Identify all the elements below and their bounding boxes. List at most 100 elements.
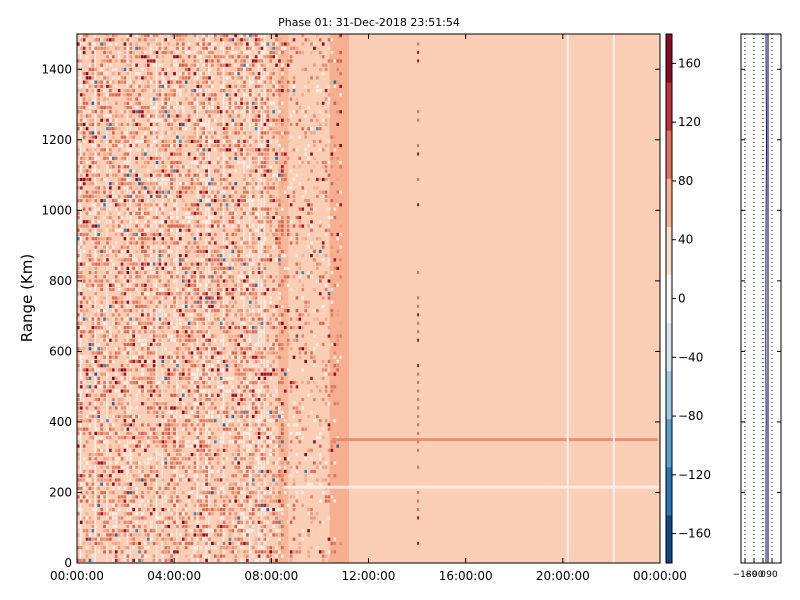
heatmap-cell <box>278 469 281 474</box>
heatmap-cell <box>123 50 127 55</box>
heatmap-cell <box>211 355 214 359</box>
heatmap-cell <box>176 495 179 499</box>
heatmap-cell <box>202 444 205 448</box>
heatmap-cell <box>199 469 203 474</box>
heatmap-cell <box>144 224 147 228</box>
heatmap-cell <box>257 309 261 313</box>
heatmap-cell <box>120 427 124 431</box>
heatmap-cell <box>79 359 83 364</box>
heatmap-cell <box>248 427 252 431</box>
heatmap-cell <box>266 436 270 440</box>
heatmap-cell <box>167 245 170 249</box>
heatmap-cell <box>193 182 197 186</box>
heatmap-cell <box>184 474 188 478</box>
heatmap-cell <box>79 38 83 42</box>
heatmap-cell <box>126 160 130 165</box>
heatmap-cell <box>228 334 232 338</box>
heatmap-cell <box>240 397 243 402</box>
heatmap-cell <box>225 376 229 380</box>
heatmap-cell <box>141 304 144 309</box>
heatmap-cell <box>263 34 266 563</box>
heatmap-cell <box>257 503 261 507</box>
heatmap-cell <box>214 160 217 165</box>
heatmap-cell <box>278 410 281 414</box>
heatmap-cell <box>246 287 249 292</box>
heatmap-cell <box>260 275 264 279</box>
heatmap-cell <box>246 46 249 50</box>
heatmap-cell <box>211 186 214 190</box>
heatmap-cell <box>199 292 203 296</box>
heatmap-cell <box>111 287 115 292</box>
heatmap-cell <box>111 118 115 122</box>
heatmap-cell <box>214 347 217 351</box>
heatmap-cell <box>161 249 165 254</box>
heatmap-cell <box>225 321 229 325</box>
heatmap-cell <box>246 283 249 287</box>
heatmap-cell <box>109 436 112 440</box>
heatmap-cell <box>219 495 223 499</box>
heatmap-cell <box>179 237 182 241</box>
heatmap-cell <box>103 520 106 524</box>
heatmap-cell <box>120 67 124 72</box>
heatmap-cell <box>248 444 252 448</box>
heatmap-cell <box>281 342 284 347</box>
heatmap-cell <box>228 512 232 516</box>
heatmap-cell <box>111 38 115 42</box>
heatmap-cell <box>196 364 200 368</box>
heatmap-cell <box>240 342 243 347</box>
heatmap-cell <box>164 334 168 338</box>
heatmap-cell <box>228 254 232 258</box>
heatmap-cell <box>231 410 235 414</box>
heatmap-cell <box>234 313 238 317</box>
heatmap-cell <box>269 414 273 419</box>
heatmap-cell <box>269 550 273 554</box>
heatmap-cell <box>231 351 235 355</box>
heatmap-cell <box>91 486 95 490</box>
heatmap-cell <box>97 110 101 114</box>
heatmap-cell <box>117 211 121 215</box>
heatmap-cell <box>257 80 261 84</box>
heatmap-cell <box>202 220 205 224</box>
heatmap-cell <box>97 203 101 207</box>
heatmap-cell <box>173 372 176 376</box>
heatmap-cell <box>164 97 168 101</box>
heatmap-cell <box>251 330 255 334</box>
heatmap-cell <box>88 342 92 347</box>
heatmap-cell <box>269 46 273 50</box>
heatmap-cell <box>196 423 200 427</box>
heatmap-cell <box>161 177 165 182</box>
heatmap-cell <box>94 457 98 461</box>
heatmap-cell <box>254 296 258 300</box>
heatmap-cell <box>196 444 200 448</box>
heatmap-cell <box>149 533 153 537</box>
heatmap-cell <box>106 342 109 347</box>
heatmap-cell <box>129 97 133 101</box>
heatmap-cell <box>135 101 138 105</box>
heatmap-cell <box>214 478 217 482</box>
heatmap-cell <box>225 131 229 135</box>
heatmap-cell <box>234 529 238 533</box>
heatmap-cell <box>82 46 86 50</box>
heatmap-cell <box>283 131 287 135</box>
heatmap-cell <box>146 199 150 203</box>
heatmap-cell <box>97 186 101 190</box>
heatmap-cell <box>266 414 270 419</box>
heatmap-cell <box>211 300 214 304</box>
heatmap-cell <box>152 364 156 368</box>
heatmap-cell <box>199 42 203 46</box>
heatmap-cell <box>216 393 220 397</box>
heatmap-cell <box>106 279 109 283</box>
heatmap-cell <box>199 355 203 359</box>
heatmap-cell <box>278 529 281 533</box>
heatmap-cell <box>170 393 173 397</box>
heatmap-cell <box>269 452 273 457</box>
heatmap-cell <box>228 177 232 182</box>
heatmap-cell <box>164 173 168 177</box>
heatmap-cell <box>272 182 275 186</box>
heatmap-cell <box>123 59 127 63</box>
heatmap-cell <box>167 524 170 529</box>
heatmap-cell <box>243 478 246 482</box>
heatmap-cell <box>193 59 197 63</box>
heatmap-cell <box>106 152 109 156</box>
heatmap-cell <box>114 376 118 380</box>
